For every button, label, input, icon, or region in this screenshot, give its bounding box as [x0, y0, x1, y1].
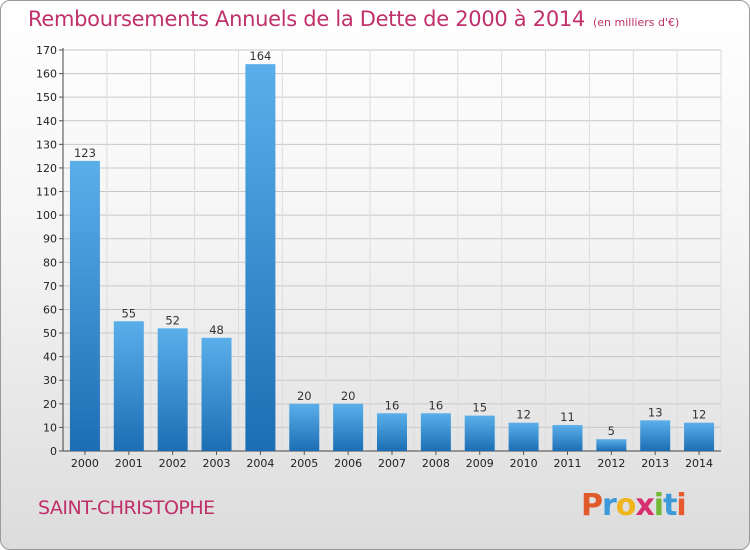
y-tick-label: 0 [50, 445, 57, 458]
data-label: 15 [472, 401, 487, 415]
bar [377, 413, 407, 451]
data-label: 48 [209, 323, 224, 337]
y-tick-label: 110 [36, 186, 57, 199]
x-tick-label: 2011 [553, 457, 581, 470]
y-tick-label: 80 [43, 256, 57, 269]
y-tick-label: 60 [43, 303, 57, 316]
y-tick-label: 50 [43, 327, 57, 340]
logo-letter: t [663, 488, 677, 523]
proxiti-logo: Proxiti [581, 488, 687, 523]
x-tick-label: 2002 [159, 457, 187, 470]
x-tick-label: 2008 [422, 457, 450, 470]
data-label: 12 [516, 408, 531, 422]
y-tick-label: 90 [43, 233, 57, 246]
bar [69, 160, 100, 452]
bar [552, 425, 583, 451]
y-tick-label: 100 [36, 209, 57, 222]
x-tick-label: 2012 [597, 457, 625, 470]
y-tick-label: 160 [36, 68, 57, 81]
x-tick-label: 2007 [378, 457, 406, 470]
bar [420, 413, 451, 451]
logo-letter: i [676, 488, 686, 523]
bar [508, 422, 539, 451]
bar [464, 415, 495, 451]
bar [333, 403, 364, 451]
x-tick-label: 2000 [71, 457, 99, 470]
commune-name: SAINT-CHRISTOPHE [38, 497, 215, 519]
x-tick-label: 2005 [290, 457, 318, 470]
y-tick-label: 30 [43, 374, 57, 387]
y-tick-label: 140 [36, 115, 57, 128]
data-label: 20 [341, 389, 356, 403]
bar [201, 337, 232, 451]
y-tick-label: 150 [36, 91, 57, 104]
data-label: 123 [74, 146, 96, 160]
x-tick-label: 2006 [334, 457, 362, 470]
logo-letter: r [602, 488, 617, 523]
data-label: 164 [249, 49, 271, 63]
x-tick-label: 2014 [685, 457, 713, 470]
x-tick-label: 2003 [203, 457, 231, 470]
y-tick-label: 130 [36, 138, 57, 151]
logo-letter: P [581, 488, 603, 523]
data-label: 55 [121, 306, 136, 320]
x-tick-label: 2013 [641, 457, 669, 470]
data-label: 16 [429, 398, 444, 412]
bar [596, 439, 627, 451]
bar [157, 328, 188, 451]
chart-subtitle: (en milliers d'€) [593, 16, 680, 29]
x-tick-label: 2001 [115, 457, 143, 470]
y-tick-label: 20 [43, 398, 57, 411]
data-label: 52 [165, 313, 180, 327]
y-tick-label: 70 [43, 280, 57, 293]
y-tick-label: 40 [43, 351, 57, 364]
logo-letter: i [653, 488, 664, 523]
logo-letter: o [615, 488, 637, 523]
x-tick-label: 2004 [246, 457, 274, 470]
bar [289, 403, 320, 451]
bar [640, 420, 671, 451]
data-label: 20 [297, 389, 312, 403]
y-tick-label: 10 [43, 421, 57, 434]
y-tick-label: 170 [36, 44, 57, 57]
y-tick-label: 120 [36, 162, 57, 175]
bar [245, 64, 276, 451]
chart-title: Remboursements Annuels de la Dette de 20… [28, 7, 680, 31]
data-label: 11 [560, 410, 575, 424]
data-label: 12 [692, 408, 707, 422]
bar [684, 422, 715, 451]
x-tick-label: 2009 [466, 457, 494, 470]
data-label: 13 [648, 405, 663, 419]
logo-letter: x [635, 488, 654, 523]
bar [113, 321, 144, 451]
data-label: 16 [385, 398, 400, 412]
data-label: 5 [608, 424, 615, 438]
x-tick-label: 2010 [510, 457, 538, 470]
